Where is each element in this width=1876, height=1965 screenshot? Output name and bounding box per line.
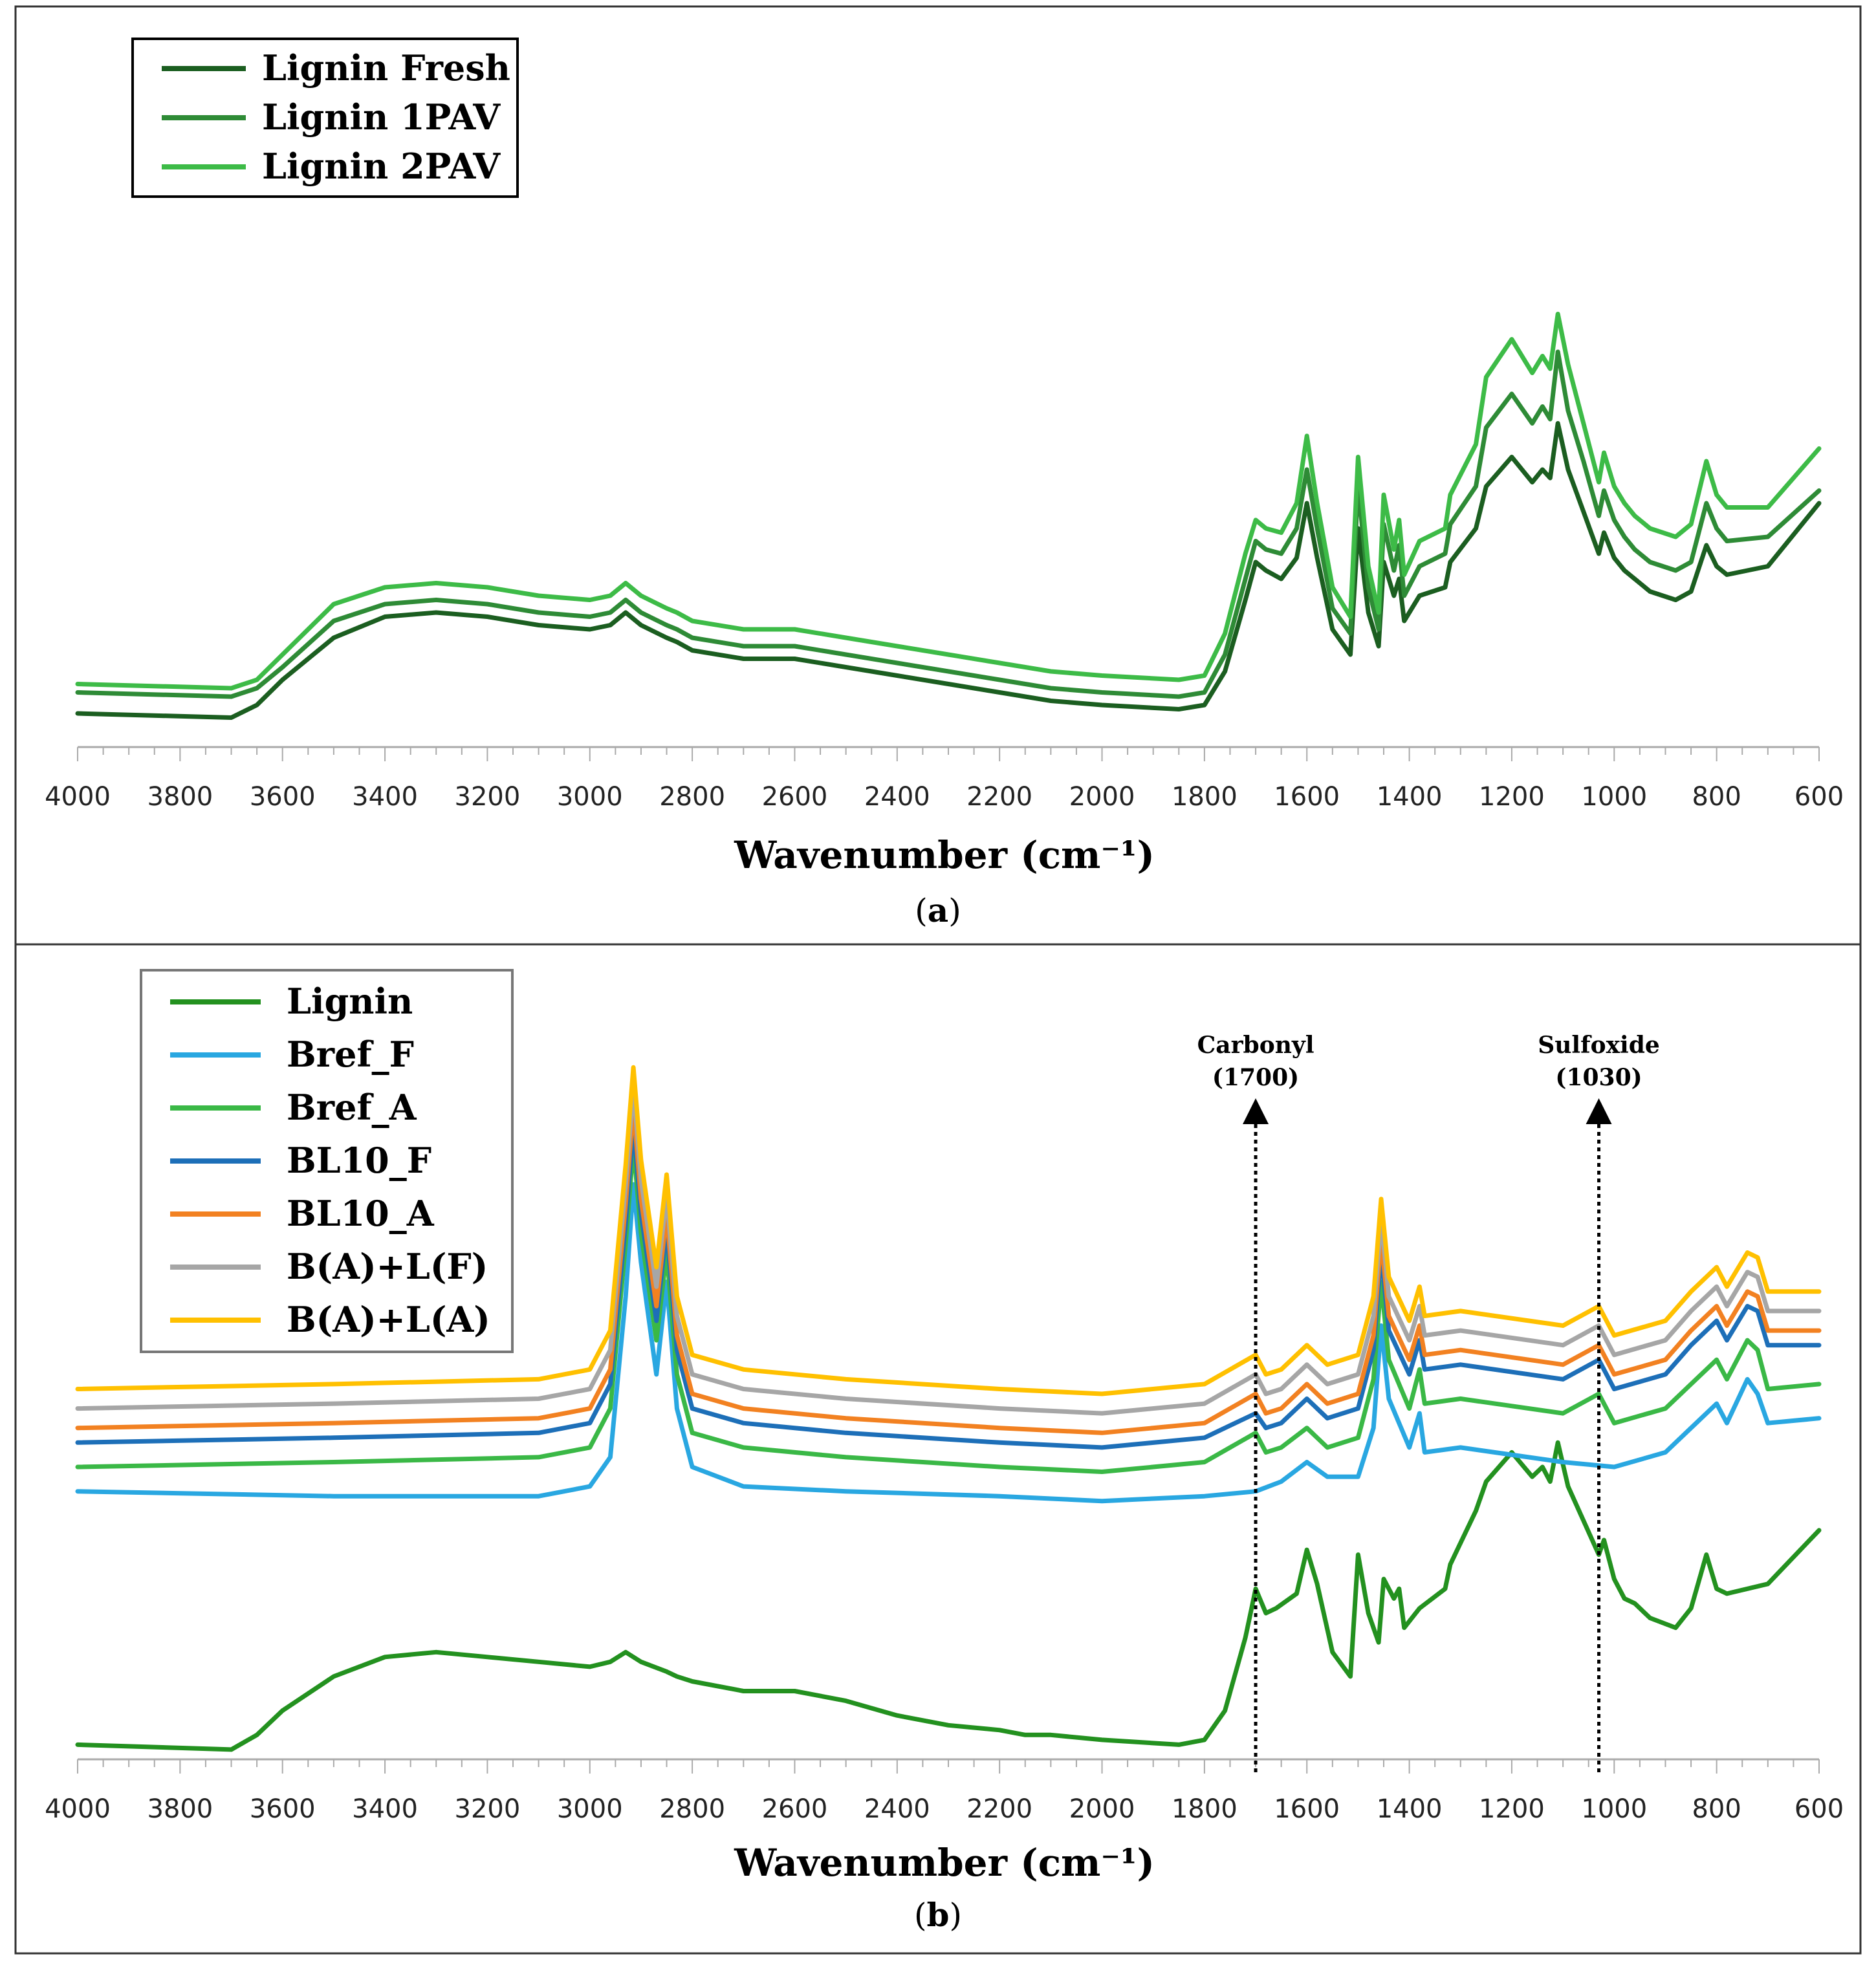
series-group-b bbox=[75, 1065, 1822, 1752]
legend-b: Lignin Bref_F Bref_A BL10_F BL10_A B(A)+L(F) B… bbox=[140, 969, 514, 1353]
x-tick-label: 3600 bbox=[250, 1794, 316, 1824]
x-tick-label: 1600 bbox=[1274, 1794, 1340, 1824]
legend-label: BL10_F bbox=[287, 1140, 431, 1181]
panel-caption-a: (a) bbox=[915, 891, 961, 929]
x-tick-label: 800 bbox=[1692, 782, 1741, 812]
legend-label: Bref_A bbox=[287, 1087, 417, 1128]
series-line-b-a-l-a- bbox=[75, 1065, 1822, 1396]
x-tick-label: 2600 bbox=[762, 782, 828, 812]
legend-label: Lignin bbox=[287, 981, 413, 1022]
x-tick-label: 2800 bbox=[659, 782, 725, 812]
legend-label: Bref_F bbox=[287, 1034, 414, 1075]
x-tick-label: 2000 bbox=[1069, 1794, 1135, 1824]
x-tick-label: 1200 bbox=[1479, 1794, 1545, 1824]
x-tick-label: 2400 bbox=[864, 1794, 930, 1824]
series-line-lignin bbox=[75, 1440, 1822, 1752]
panel-caption-b: (b) bbox=[914, 1896, 962, 1934]
annotation-arrow bbox=[1586, 1098, 1612, 1124]
x-tick-label: 3200 bbox=[455, 1794, 521, 1824]
x-tick-label: 2200 bbox=[966, 782, 1032, 812]
annotation-sublabel: (1700) bbox=[1212, 1064, 1299, 1091]
series-line-lignin-fresh bbox=[75, 421, 1822, 720]
x-tick-label: 1800 bbox=[1172, 782, 1238, 812]
x-tick-label: 1000 bbox=[1581, 1794, 1647, 1824]
legend-a: Lignin Fresh Lignin 1PAV Lignin 2PAV bbox=[131, 38, 519, 198]
x-tick-label: 2800 bbox=[659, 1794, 725, 1824]
panel-caption-a-letter: a bbox=[928, 891, 948, 929]
x-tick-label: 600 bbox=[1794, 1794, 1844, 1824]
panel-b-frame bbox=[14, 943, 1862, 1955]
x-tick-label: 3400 bbox=[352, 1794, 418, 1824]
x-tick-label: 3200 bbox=[455, 782, 521, 812]
x-tick-label: 3800 bbox=[147, 1794, 213, 1824]
x-tick-label: 1800 bbox=[1172, 1794, 1238, 1824]
x-axis-label-a: Wavenumber (cm⁻¹) bbox=[734, 833, 1155, 877]
x-tick-label: 1000 bbox=[1581, 782, 1647, 812]
x-tick-label: 4000 bbox=[45, 1794, 111, 1824]
legend-label: Lignin Fresh bbox=[262, 47, 510, 89]
x-axis-b: 4000 3800 3600 3400 3200 3000 2800 2600 2400 2200… bbox=[45, 1758, 1844, 1824]
annotation-arrow bbox=[1243, 1098, 1269, 1124]
x-tick-label: 3000 bbox=[557, 1794, 623, 1824]
x-tick-label: 2600 bbox=[762, 1794, 828, 1824]
legend-label: BL10_A bbox=[287, 1193, 435, 1234]
series-line-lignin-1pav bbox=[75, 349, 1822, 699]
x-tick-label: 3600 bbox=[250, 782, 316, 812]
chart-panel-a: 4000 3800 3600 3400 3200 3000 2800 2600 2400 2200… bbox=[45, 38, 1844, 929]
legend-label: Lignin 2PAV bbox=[262, 146, 501, 187]
series-line-bref-f bbox=[75, 1182, 1822, 1504]
legend-label: B(A)+L(F) bbox=[287, 1246, 488, 1287]
x-axis-a: 4000 3800 3600 3400 3200 3000 2800 2600 2400 2200… bbox=[45, 746, 1844, 812]
legend-label: Lignin 1PAV bbox=[262, 96, 501, 138]
x-tick-label: 2400 bbox=[864, 782, 930, 812]
x-tick-label: 1200 bbox=[1479, 782, 1545, 812]
chart-panel-b: 4000 3800 3600 3400 3200 3000 2800 2600 2400 2200… bbox=[45, 969, 1844, 1934]
x-axis-label-b: Wavenumber (cm⁻¹) bbox=[734, 1841, 1155, 1885]
x-tick-label: 1400 bbox=[1377, 1794, 1443, 1824]
x-tick-label: 3400 bbox=[352, 782, 418, 812]
panel-caption-b-letter: b bbox=[927, 1896, 950, 1934]
annotation-label: Carbonyl bbox=[1197, 1032, 1314, 1059]
x-tick-label: 600 bbox=[1794, 782, 1844, 812]
x-tick-label: 2200 bbox=[966, 1794, 1032, 1824]
annotations-b: Carbonyl (1700) Sulfoxide (1030) bbox=[1197, 1032, 1660, 1772]
x-tick-label: 3000 bbox=[557, 782, 623, 812]
series-group-a bbox=[75, 312, 1822, 720]
x-tick-label: 1400 bbox=[1377, 782, 1443, 812]
series-line-lignin-2pav bbox=[75, 312, 1822, 691]
x-tick-label: 800 bbox=[1692, 1794, 1741, 1824]
x-tick-label: 2000 bbox=[1069, 782, 1135, 812]
x-tick-label: 1600 bbox=[1274, 782, 1340, 812]
annotation-sublabel: (1030) bbox=[1555, 1064, 1642, 1091]
annotation-label: Sulfoxide bbox=[1538, 1032, 1660, 1059]
legend-label: B(A)+L(A) bbox=[287, 1299, 490, 1340]
x-tick-label: 3800 bbox=[147, 782, 213, 812]
x-tick-label: 4000 bbox=[45, 782, 111, 812]
